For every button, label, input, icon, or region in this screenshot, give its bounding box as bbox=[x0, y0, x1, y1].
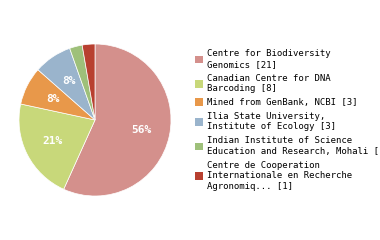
Text: 8%: 8% bbox=[62, 76, 75, 86]
Wedge shape bbox=[82, 44, 95, 120]
Wedge shape bbox=[64, 44, 171, 196]
Text: 56%: 56% bbox=[131, 125, 151, 135]
Wedge shape bbox=[21, 70, 95, 120]
Text: 8%: 8% bbox=[46, 94, 60, 104]
Wedge shape bbox=[38, 48, 95, 120]
Legend: Centre for Biodiversity
Genomics [21], Canadian Centre for DNA
Barcoding [8], Mi: Centre for Biodiversity Genomics [21], C… bbox=[195, 49, 380, 191]
Wedge shape bbox=[70, 45, 95, 120]
Text: 21%: 21% bbox=[43, 136, 63, 146]
Wedge shape bbox=[19, 104, 95, 189]
